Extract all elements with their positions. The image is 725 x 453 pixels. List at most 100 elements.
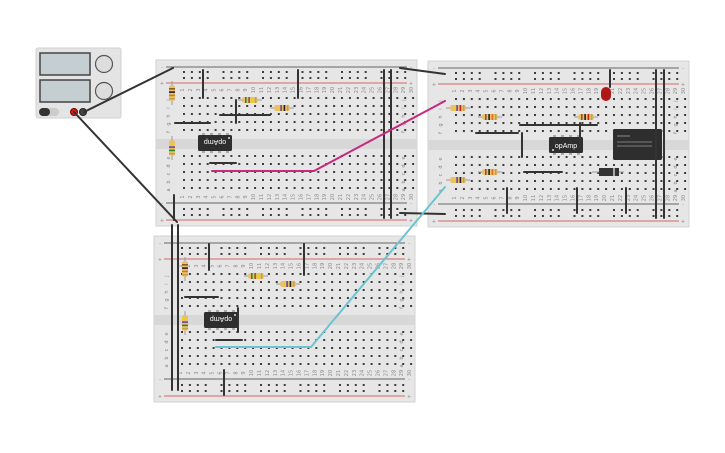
rail-hole[interactable] — [388, 71, 391, 73]
rail-hole[interactable] — [510, 72, 513, 74]
terminal-hole[interactable] — [402, 339, 405, 341]
opamp-chip[interactable]: opAmp — [204, 310, 238, 330]
rail-hole[interactable] — [236, 247, 239, 249]
terminal-hole[interactable] — [339, 347, 341, 349]
terminal-hole[interactable] — [613, 122, 615, 124]
rail-hole[interactable] — [404, 214, 407, 216]
terminal-hole[interactable] — [380, 171, 383, 173]
rail-hole[interactable] — [236, 384, 239, 386]
terminal-hole[interactable] — [636, 164, 639, 166]
terminal-hole[interactable] — [486, 122, 489, 124]
terminal-hole[interactable] — [356, 97, 359, 99]
rail-hole[interactable] — [260, 390, 262, 392]
terminal-hole[interactable] — [262, 179, 264, 181]
terminal-hole[interactable] — [534, 164, 536, 166]
rail-hole[interactable] — [396, 71, 399, 73]
terminal-hole[interactable] — [275, 289, 278, 291]
terminal-hole[interactable] — [309, 155, 312, 157]
rail-hole[interactable] — [196, 247, 199, 249]
resistor[interactable] — [446, 177, 470, 183]
rail-hole[interactable] — [380, 214, 383, 216]
rail-hole[interactable] — [285, 71, 288, 73]
terminal-hole[interactable] — [394, 289, 397, 291]
terminal-hole[interactable] — [410, 297, 413, 299]
terminal-hole[interactable] — [269, 179, 272, 181]
rail-hole[interactable] — [362, 247, 365, 249]
terminal-hole[interactable] — [620, 180, 623, 182]
terminal-hole[interactable] — [183, 155, 185, 157]
terminal-hole[interactable] — [462, 122, 465, 124]
terminal-hole[interactable] — [315, 281, 318, 283]
terminal-hole[interactable] — [333, 163, 336, 165]
terminal-hole[interactable] — [212, 281, 215, 283]
terminal-hole[interactable] — [362, 331, 365, 333]
terminal-hole[interactable] — [402, 363, 405, 365]
terminal-hole[interactable] — [214, 179, 217, 181]
wire-black[interactable] — [83, 67, 174, 113]
terminal-hole[interactable] — [470, 106, 473, 108]
terminal-hole[interactable] — [354, 289, 357, 291]
terminal-hole[interactable] — [348, 163, 351, 165]
terminal-hole[interactable] — [236, 363, 239, 365]
terminal-hole[interactable] — [652, 122, 655, 124]
terminal-hole[interactable] — [534, 180, 536, 182]
terminal-hole[interactable] — [301, 187, 304, 189]
rail-hole[interactable] — [378, 384, 381, 386]
terminal-hole[interactable] — [285, 121, 288, 123]
terminal-hole[interactable] — [354, 273, 357, 275]
rail-hole[interactable] — [676, 209, 679, 211]
rail-hole[interactable] — [323, 247, 326, 249]
terminal-hole[interactable] — [378, 355, 381, 357]
terminal-hole[interactable] — [183, 163, 185, 165]
terminal-hole[interactable] — [396, 171, 399, 173]
rail-hole[interactable] — [309, 77, 312, 79]
rail-hole[interactable] — [317, 77, 320, 79]
terminal-hole[interactable] — [269, 105, 272, 107]
terminal-hole[interactable] — [214, 97, 217, 99]
terminal-hole[interactable] — [518, 130, 521, 132]
rail-hole[interactable] — [549, 209, 552, 211]
terminal-hole[interactable] — [510, 130, 513, 132]
terminal-hole[interactable] — [388, 97, 391, 99]
terminal-hole[interactable] — [455, 188, 457, 190]
rail-hole[interactable] — [534, 209, 536, 211]
terminal-hole[interactable] — [386, 273, 389, 275]
terminal-hole[interactable] — [605, 164, 608, 166]
terminal-hole[interactable] — [323, 355, 326, 357]
terminal-hole[interactable] — [518, 106, 521, 108]
terminal-hole[interactable] — [478, 164, 481, 166]
terminal-hole[interactable] — [518, 156, 521, 158]
rail-hole[interactable] — [668, 215, 671, 217]
rail-hole[interactable] — [534, 72, 536, 74]
terminal-hole[interactable] — [212, 355, 215, 357]
rail-hole[interactable] — [283, 247, 286, 249]
rail-hole[interactable] — [262, 71, 264, 73]
rail-hole[interactable] — [188, 253, 191, 255]
rail-hole[interactable] — [244, 253, 247, 255]
rail-hole[interactable] — [581, 72, 584, 74]
terminal-hole[interactable] — [346, 331, 349, 333]
terminal-hole[interactable] — [331, 355, 334, 357]
terminal-hole[interactable] — [394, 347, 397, 349]
terminal-hole[interactable] — [386, 281, 389, 283]
rail-hole[interactable] — [283, 384, 286, 386]
rail-hole[interactable] — [275, 253, 278, 255]
terminal-hole[interactable] — [260, 305, 262, 307]
terminal-hole[interactable] — [364, 163, 367, 165]
terminal-hole[interactable] — [315, 363, 318, 365]
terminal-hole[interactable] — [333, 171, 336, 173]
terminal-hole[interactable] — [478, 156, 481, 158]
terminal-hole[interactable] — [410, 339, 413, 341]
terminal-hole[interactable] — [293, 121, 296, 123]
rail-hole[interactable] — [652, 72, 655, 74]
rail-hole[interactable] — [549, 215, 552, 217]
rail-hole[interactable] — [549, 78, 552, 80]
terminal-hole[interactable] — [478, 188, 481, 190]
terminal-hole[interactable] — [346, 289, 349, 291]
terminal-hole[interactable] — [354, 355, 357, 357]
rail-hole[interactable] — [238, 208, 241, 210]
rail-hole[interactable] — [660, 72, 663, 74]
terminal-hole[interactable] — [565, 130, 568, 132]
terminal-hole[interactable] — [252, 297, 255, 299]
rail-hole[interactable] — [307, 247, 310, 249]
